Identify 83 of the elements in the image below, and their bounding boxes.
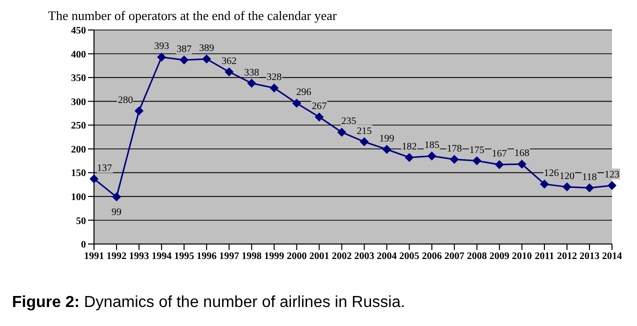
data-label: 296 bbox=[296, 87, 312, 98]
data-label: 126 bbox=[544, 168, 559, 180]
data-label: 167 bbox=[492, 148, 507, 160]
data-label: 123 bbox=[604, 170, 620, 181]
data-label: 362 bbox=[222, 56, 237, 67]
data-label: 338 bbox=[244, 67, 260, 78]
x-tick-label: 2002 bbox=[332, 251, 352, 262]
point bbox=[494, 160, 504, 170]
point bbox=[157, 52, 166, 62]
point bbox=[584, 183, 594, 192]
y-tick-label: 450 bbox=[71, 26, 86, 37]
x-tick-label: 1992 bbox=[106, 251, 127, 262]
data-label: 178 bbox=[446, 143, 462, 154]
data-label: 280 bbox=[118, 94, 134, 106]
data-label: 267 bbox=[312, 101, 327, 112]
y-tick-label: 350 bbox=[71, 73, 86, 84]
point bbox=[247, 78, 256, 88]
point bbox=[427, 152, 436, 161]
x-tick-label: 1996 bbox=[196, 251, 217, 262]
data-label: 182 bbox=[402, 141, 417, 152]
x-tick-label: 1998 bbox=[242, 251, 262, 262]
data-label: 175 bbox=[469, 144, 484, 156]
point bbox=[404, 152, 414, 162]
x-tick-label: 2007 bbox=[444, 251, 464, 262]
point bbox=[450, 154, 459, 164]
data-label: 168 bbox=[514, 148, 530, 160]
point bbox=[562, 182, 572, 192]
data-label: 389 bbox=[199, 43, 214, 54]
x-tick-label: 2014 bbox=[602, 251, 622, 262]
x-tick-label: 2001 bbox=[309, 251, 330, 262]
caption: Figure 2: Dynamics of the number of airlines in Russia. bbox=[12, 294, 406, 312]
data-label: 235 bbox=[341, 116, 356, 128]
x-tick-label: 2010 bbox=[512, 251, 532, 262]
point bbox=[472, 156, 482, 166]
y-tick-label: 50 bbox=[76, 216, 86, 227]
data-label: 185 bbox=[424, 140, 440, 152]
x-tick-label: 1999 bbox=[264, 251, 284, 262]
x-tick-label: 2004 bbox=[376, 251, 397, 262]
data-label: 215 bbox=[356, 126, 372, 137]
point bbox=[292, 98, 302, 108]
x-tick-label: 2005 bbox=[399, 251, 420, 262]
x-tick-label: 1991 bbox=[84, 251, 104, 262]
x-tick-label: 2008 bbox=[466, 251, 487, 262]
x-tick-label: 2006 bbox=[422, 251, 442, 262]
data-label: 199 bbox=[379, 133, 394, 144]
data-label: 387 bbox=[176, 44, 192, 55]
point bbox=[180, 55, 189, 64]
point bbox=[224, 67, 234, 76]
y-tick-label: 150 bbox=[71, 168, 86, 180]
point bbox=[608, 181, 616, 190]
data-label: 120 bbox=[559, 170, 574, 182]
data-label: 328 bbox=[266, 72, 282, 84]
point bbox=[270, 84, 279, 93]
x-tick-label: 2011 bbox=[534, 251, 554, 262]
point bbox=[382, 144, 392, 154]
x-tick-label: 2000 bbox=[286, 251, 307, 262]
data-label: 393 bbox=[154, 41, 170, 52]
x-tick-label: 1995 bbox=[174, 251, 194, 262]
point bbox=[202, 54, 212, 64]
x-tick-label: 2003 bbox=[354, 251, 374, 262]
y-tick-label: 200 bbox=[71, 144, 86, 156]
data-label: 99 bbox=[112, 206, 122, 218]
y-tick-label: 300 bbox=[71, 96, 86, 108]
chart-title: The number of operators at the end of the calendar year bbox=[48, 8, 337, 24]
y-tick-label: 0 bbox=[81, 240, 86, 251]
data-label: 137 bbox=[97, 162, 112, 174]
point bbox=[360, 137, 369, 146]
point bbox=[517, 160, 526, 169]
point bbox=[134, 106, 144, 116]
x-tick-label: 2013 bbox=[579, 251, 600, 262]
y-tick-label: 400 bbox=[71, 49, 86, 60]
point bbox=[540, 180, 549, 189]
x-tick-label: 1993 bbox=[129, 251, 150, 262]
point bbox=[337, 128, 346, 137]
x-tick-label: 1997 bbox=[219, 251, 240, 262]
data-label: 118 bbox=[582, 172, 597, 183]
x-tick-label: 2009 bbox=[489, 251, 510, 262]
point bbox=[314, 112, 324, 122]
x-tick-label: 2012 bbox=[556, 251, 577, 262]
y-tick-label: 250 bbox=[71, 120, 86, 132]
x-tick-label: 1994 bbox=[152, 251, 172, 262]
point bbox=[112, 192, 122, 202]
y-tick-label: 100 bbox=[71, 192, 86, 203]
